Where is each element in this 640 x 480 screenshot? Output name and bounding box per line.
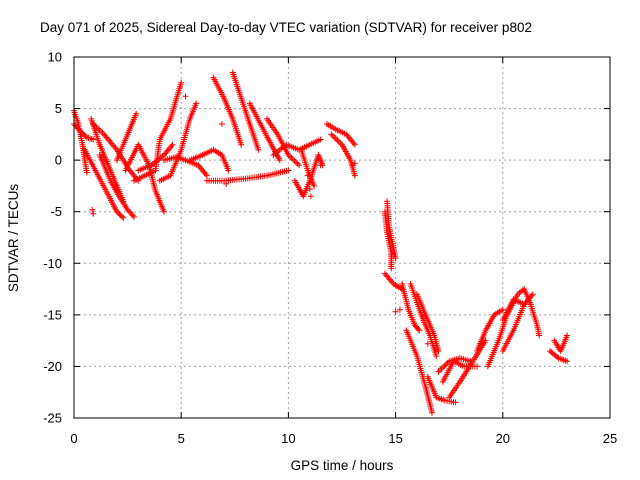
data-point bbox=[203, 172, 210, 179]
x-tick-label: 25 bbox=[603, 431, 617, 446]
data-point bbox=[169, 141, 176, 148]
data-point bbox=[296, 162, 303, 169]
data-point bbox=[435, 348, 442, 354]
data-point bbox=[521, 301, 528, 308]
data-point bbox=[328, 131, 335, 138]
data-point bbox=[124, 206, 131, 213]
data-point bbox=[83, 169, 90, 176]
data-point bbox=[351, 160, 358, 167]
axis-ticks bbox=[73, 56, 611, 419]
data-point bbox=[307, 193, 314, 200]
data-point bbox=[424, 340, 431, 347]
data-point bbox=[225, 167, 232, 174]
data-point bbox=[452, 399, 459, 406]
x-tick-label: 20 bbox=[496, 431, 510, 446]
x-tick-label: 10 bbox=[281, 431, 295, 446]
data-point bbox=[161, 208, 167, 215]
data-point bbox=[72, 122, 79, 129]
y-tick-label: -25 bbox=[43, 411, 62, 426]
data-point bbox=[474, 363, 481, 370]
x-tick-label: 15 bbox=[388, 431, 402, 446]
chart-title: Day 071 of 2025, Sidereal Day-to-day VTE… bbox=[40, 20, 532, 35]
data-point bbox=[119, 213, 125, 220]
x-axis-label: GPS time / hours bbox=[291, 458, 394, 473]
y-tick-label: 5 bbox=[55, 101, 62, 116]
data-point bbox=[238, 141, 245, 148]
y-axis-label: SDTVAR / TECUs bbox=[6, 184, 21, 293]
y-tick-label: 10 bbox=[48, 50, 62, 65]
data-point bbox=[329, 132, 336, 139]
data-point bbox=[441, 362, 448, 369]
data-point bbox=[564, 358, 571, 365]
data-point bbox=[304, 172, 311, 179]
data-point bbox=[317, 162, 324, 169]
data-point bbox=[388, 265, 395, 272]
data-point bbox=[182, 93, 189, 100]
data-point bbox=[396, 306, 403, 313]
data-point bbox=[482, 337, 489, 344]
data-point bbox=[415, 326, 422, 332]
data-point bbox=[99, 129, 106, 136]
data-point bbox=[120, 214, 127, 221]
data-point bbox=[193, 100, 200, 107]
data-point bbox=[392, 255, 399, 262]
y-tick-label: -15 bbox=[43, 307, 62, 322]
data-point bbox=[554, 354, 561, 360]
data-point bbox=[90, 136, 97, 143]
tick-labels: 0 5 10 15 20 25 -25 -20 -15 -10 -5 0 5 10 bbox=[43, 50, 617, 447]
x-tick-label: 0 bbox=[70, 431, 77, 446]
data-point bbox=[90, 210, 97, 217]
data-point bbox=[416, 327, 423, 334]
data-point bbox=[178, 79, 185, 86]
y-tick-label: -20 bbox=[43, 359, 62, 374]
grid-lines bbox=[74, 57, 610, 418]
data-point bbox=[437, 367, 443, 374]
plot-frame bbox=[73, 56, 611, 419]
data-point bbox=[311, 182, 318, 189]
data-point bbox=[429, 409, 435, 416]
x-tick-label: 5 bbox=[178, 431, 185, 446]
data-point bbox=[433, 353, 440, 360]
data-point bbox=[218, 121, 225, 127]
data-point bbox=[392, 308, 399, 315]
data-point bbox=[334, 137, 341, 144]
y-tick-label: -5 bbox=[50, 204, 62, 219]
data-point bbox=[351, 172, 358, 179]
data-point bbox=[435, 368, 442, 375]
data-point bbox=[536, 332, 543, 339]
data-point bbox=[306, 186, 313, 192]
data-point bbox=[294, 160, 301, 167]
data-point bbox=[529, 291, 536, 298]
data-point bbox=[131, 213, 137, 220]
data-point bbox=[125, 208, 132, 215]
data-point bbox=[564, 332, 571, 339]
data-point bbox=[168, 143, 175, 150]
y-tick-label: 0 bbox=[55, 153, 62, 168]
data-point bbox=[89, 206, 96, 213]
data-point bbox=[317, 136, 324, 143]
y-tick-label: -10 bbox=[43, 256, 62, 271]
data-point bbox=[290, 156, 296, 163]
data-point bbox=[351, 141, 358, 148]
data-point bbox=[285, 167, 292, 174]
data-point bbox=[255, 146, 262, 153]
data-point bbox=[499, 306, 506, 313]
data-point bbox=[276, 157, 283, 164]
data-points bbox=[71, 69, 571, 416]
data-point bbox=[133, 110, 140, 117]
data-point bbox=[223, 180, 230, 187]
